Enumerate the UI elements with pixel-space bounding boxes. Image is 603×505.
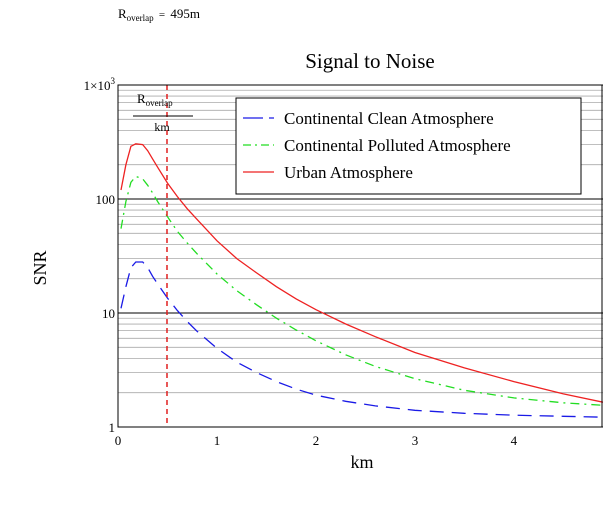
- overlap-marker-label: Roverlap km: [133, 91, 193, 134]
- y-tick-label: 1: [109, 420, 116, 435]
- x-tick-label: 4: [511, 433, 518, 448]
- y-tick-label: 1×103: [84, 76, 116, 93]
- plot-frame: [117, 84, 603, 428]
- overlap-equals: =: [158, 9, 166, 21]
- legend-label-1: Continental Clean Atmosphere: [284, 109, 494, 128]
- y-tick-exponent: 3: [111, 76, 116, 86]
- chart-title: Signal to Noise: [305, 49, 435, 73]
- marker-denominator: km: [154, 120, 170, 134]
- series-line-3: [120, 143, 603, 403]
- series-line-2: [120, 175, 603, 406]
- y-tick-label: 10: [102, 306, 115, 321]
- legend-box: [235, 97, 582, 195]
- y-axis-label: SNR: [30, 250, 50, 285]
- x-tick-label: 0: [115, 433, 122, 448]
- series-line-1: [120, 261, 603, 418]
- series-lines: [120, 143, 603, 418]
- marker-num-symbol: R: [137, 91, 146, 106]
- x-axis-label: km: [350, 452, 373, 472]
- y-tick-label: 100: [96, 192, 116, 207]
- legend-label-3: Urban Atmosphere: [284, 163, 413, 182]
- x-tick-label: 3: [412, 433, 419, 448]
- overlap-value: 495: [170, 6, 190, 21]
- overlap-readout: Roverlap = 495m: [118, 6, 200, 23]
- overlap-unit: m: [189, 6, 201, 21]
- x-tick-label: 2: [313, 433, 320, 448]
- overlap-symbol: R: [118, 6, 127, 21]
- overlap-subscript: overlap: [126, 13, 154, 23]
- marker-num-subscript: overlap: [146, 98, 173, 108]
- legend-label-2: Continental Polluted Atmosphere: [284, 136, 511, 155]
- x-tick-label: 1: [214, 433, 221, 448]
- marker-numerator: Roverlap: [137, 91, 173, 108]
- legend: Continental Clean Atmosphere Continental …: [235, 97, 582, 195]
